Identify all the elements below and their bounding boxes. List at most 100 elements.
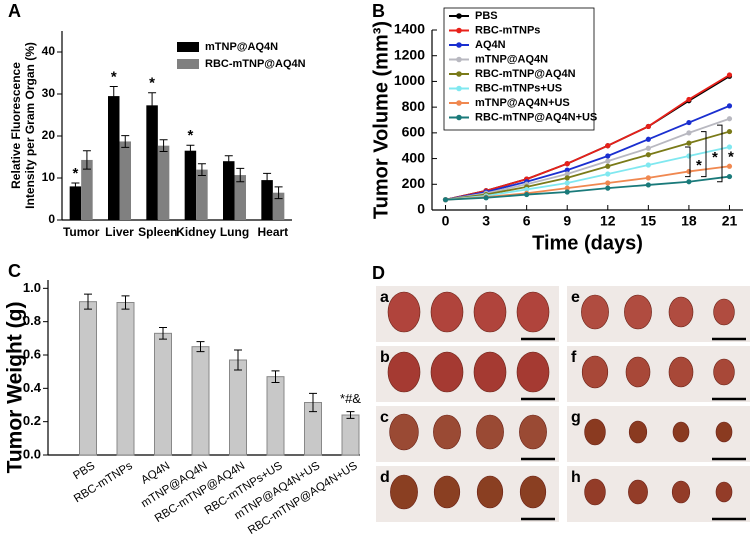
legend-swatch bbox=[177, 59, 199, 69]
panel-label: D bbox=[372, 263, 385, 283]
legend-label: PBS bbox=[475, 10, 498, 22]
y-tick-label: 0.0 bbox=[23, 446, 41, 461]
bar bbox=[234, 175, 246, 220]
point bbox=[726, 144, 733, 150]
tumor bbox=[713, 298, 735, 326]
y-tick-label: 0.4 bbox=[23, 380, 42, 395]
tumor bbox=[668, 296, 694, 328]
point bbox=[605, 158, 611, 164]
point bbox=[726, 173, 733, 180]
bar bbox=[81, 159, 93, 220]
error-bar bbox=[159, 327, 167, 340]
point bbox=[605, 143, 611, 149]
tumor bbox=[390, 474, 418, 510]
error-bar bbox=[224, 155, 233, 168]
error-bar bbox=[109, 85, 118, 107]
point bbox=[605, 185, 611, 191]
y-tick-label: 10 bbox=[42, 170, 56, 184]
legend-label: AQ4N bbox=[475, 39, 506, 51]
point bbox=[564, 175, 570, 181]
point bbox=[564, 161, 570, 167]
x-tick-label: 6 bbox=[523, 213, 531, 229]
point bbox=[605, 153, 611, 159]
error-bar bbox=[234, 349, 242, 371]
tumor bbox=[516, 291, 550, 333]
point bbox=[686, 153, 692, 159]
bracket bbox=[685, 146, 691, 178]
bar bbox=[119, 141, 131, 220]
point bbox=[686, 179, 692, 185]
x-tick-label: 3 bbox=[482, 213, 490, 229]
error-bar bbox=[197, 163, 206, 176]
legend-marker bbox=[456, 27, 462, 34]
series-line bbox=[445, 117, 730, 201]
point bbox=[442, 197, 449, 203]
legend-label: RBC-mTNP@AQ4N bbox=[475, 68, 576, 80]
y-tick-label: 0.2 bbox=[23, 413, 41, 428]
y-tick-label: 30 bbox=[42, 86, 56, 100]
panel-label: A bbox=[8, 1, 21, 21]
point bbox=[605, 171, 611, 177]
error-bar bbox=[186, 144, 195, 157]
y-tick-label: 1200 bbox=[394, 46, 425, 62]
photo-label: d bbox=[380, 469, 390, 486]
annotation: * bbox=[712, 149, 718, 166]
y-tick-label: 600 bbox=[402, 124, 426, 140]
error-bar bbox=[121, 295, 130, 310]
point bbox=[524, 191, 530, 198]
bar bbox=[223, 161, 235, 220]
bar bbox=[69, 186, 82, 220]
y-tick-label: 0.8 bbox=[23, 313, 41, 328]
error-bar bbox=[271, 370, 280, 383]
y-tick-label: 40 bbox=[42, 44, 56, 58]
legend-marker bbox=[456, 71, 462, 77]
error-bar bbox=[159, 139, 168, 153]
tumor bbox=[625, 356, 651, 388]
tumor bbox=[715, 481, 733, 503]
legend-marker bbox=[456, 100, 462, 106]
legend-label: mTNP@AQ4N bbox=[475, 53, 548, 65]
point bbox=[726, 163, 733, 169]
point bbox=[645, 175, 651, 181]
tumor bbox=[387, 351, 421, 393]
bracket bbox=[717, 124, 723, 183]
legend-marker bbox=[456, 114, 462, 121]
bar bbox=[341, 414, 360, 456]
tumor bbox=[671, 480, 691, 504]
bar bbox=[272, 192, 285, 220]
point bbox=[564, 185, 570, 191]
legend-label: mTNP@AQ4N bbox=[205, 41, 278, 53]
tumor bbox=[584, 418, 606, 446]
annotation: * bbox=[728, 148, 734, 165]
value-note: *#& bbox=[340, 391, 361, 406]
tumor bbox=[672, 421, 690, 443]
tumor bbox=[628, 420, 648, 444]
significance-mark: * bbox=[111, 68, 117, 85]
significance-mark: * bbox=[187, 127, 193, 144]
bar bbox=[108, 96, 120, 220]
tumor bbox=[668, 356, 694, 388]
x-tick-label: 15 bbox=[641, 213, 657, 229]
error-bar bbox=[274, 186, 283, 200]
legend-marker bbox=[456, 85, 462, 92]
tumor bbox=[519, 475, 547, 509]
tumor bbox=[581, 355, 609, 389]
error-bar bbox=[121, 135, 130, 148]
point bbox=[645, 123, 651, 130]
photo-label: f bbox=[571, 349, 577, 366]
y-tick-label: 1.0 bbox=[23, 280, 41, 295]
point bbox=[564, 180, 570, 186]
x-tick-label: 21 bbox=[722, 213, 738, 229]
point bbox=[726, 128, 733, 135]
error-bar bbox=[196, 341, 205, 353]
bar bbox=[266, 376, 285, 456]
y-tick-label: 200 bbox=[402, 175, 426, 191]
bar bbox=[184, 150, 197, 220]
series-line bbox=[445, 146, 730, 201]
significance-mark: * bbox=[72, 165, 78, 182]
point bbox=[726, 72, 733, 78]
point bbox=[686, 96, 692, 103]
tumor bbox=[430, 291, 464, 333]
tumor bbox=[628, 479, 648, 505]
point bbox=[564, 171, 570, 177]
